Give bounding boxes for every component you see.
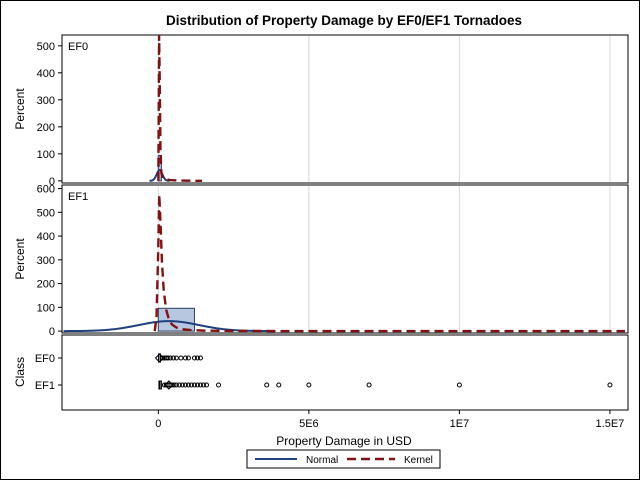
box-panel-y-axis: EF0 EF1 bbox=[35, 353, 62, 392]
outlier-EF0-9 bbox=[182, 355, 188, 361]
outlier-EF1-14 bbox=[197, 382, 203, 388]
y-tick-label-ef0-3: 300 bbox=[37, 95, 55, 107]
x-tick-label-0: 0 bbox=[155, 418, 161, 430]
outlier-EF0-8 bbox=[178, 355, 184, 361]
x-axis-title: Property Damage in USD bbox=[276, 434, 412, 448]
outlier-EF1-9 bbox=[182, 382, 188, 388]
x-axis: 0 5E6 1E7 1.5E7 bbox=[155, 410, 624, 430]
chart-title: Distribution of Property Damage by EF0/E… bbox=[166, 13, 522, 28]
outlier-EF1-13 bbox=[194, 382, 200, 388]
outlier-EF1-5 bbox=[171, 382, 177, 388]
outlier-EF1-12 bbox=[191, 382, 197, 388]
outlier-EF1-21 bbox=[366, 382, 372, 388]
legend: Normal Kernel bbox=[246, 449, 441, 469]
outlier-EF1-22 bbox=[456, 382, 462, 388]
outlier-EF1-4 bbox=[169, 382, 175, 388]
mean-marker-EF0 bbox=[154, 353, 165, 363]
x-tick-label-1: 5E6 bbox=[299, 418, 319, 430]
outlier-EF0-12 bbox=[194, 355, 200, 361]
y-tick-label-ef1-2: 200 bbox=[37, 279, 55, 291]
box-panel-ylabel: Class bbox=[13, 357, 27, 387]
y-tick-label-ef0-5: 500 bbox=[37, 41, 55, 53]
x-tick-label-3: 1.5E7 bbox=[596, 418, 625, 430]
y-tick-label-ef0-2: 200 bbox=[37, 122, 55, 134]
outlier-EF1-19 bbox=[276, 382, 282, 388]
outlier-EF1-15 bbox=[201, 382, 206, 388]
panel-ef0-ylabel: Percent bbox=[13, 88, 27, 130]
outlier-EF0-6 bbox=[170, 355, 176, 361]
outlier-EF1-10 bbox=[185, 382, 191, 388]
panel-ef1-ylabel: Percent bbox=[13, 238, 27, 280]
panel-ef0-y-axis: 0 100 200 300 400 500 bbox=[37, 41, 62, 188]
panel-ef0-frame bbox=[61, 34, 629, 184]
panel-ef0-label: EF0 bbox=[68, 41, 88, 53]
outlier-EF1-6 bbox=[173, 382, 179, 388]
y-tick-label-ef0-4: 400 bbox=[37, 68, 55, 80]
mean-marker-EF1 bbox=[164, 380, 174, 390]
y-tick-label-ef0-1: 100 bbox=[37, 149, 55, 161]
outlier-EF0-10 bbox=[185, 355, 191, 361]
outlier-EF1-16 bbox=[204, 382, 210, 388]
y-tick-label-ef1-0: 0 bbox=[49, 326, 55, 338]
legend-kernel-label: Kernel bbox=[404, 455, 433, 466]
outlier-EF0-4 bbox=[165, 355, 171, 361]
outlier-EF1-23 bbox=[607, 382, 613, 388]
normal-curve-ef0 bbox=[149, 169, 170, 182]
class-tick-label-EF1: EF1 bbox=[35, 380, 55, 392]
y-tick-label-ef1-5: 500 bbox=[37, 207, 55, 219]
outlier-EF0-13 bbox=[197, 355, 203, 361]
class-tick-label-EF0: EF0 bbox=[35, 353, 55, 365]
y-tick-label-ef1-6: 600 bbox=[37, 184, 55, 196]
panel-ef1-frame bbox=[61, 184, 629, 334]
x-tick-label-2: 1E7 bbox=[450, 418, 470, 430]
box-panel-frame bbox=[61, 334, 629, 411]
outlier-EF1-17 bbox=[216, 382, 222, 388]
panel-ef1-label: EF1 bbox=[68, 191, 88, 203]
outlier-EF1-8 bbox=[179, 382, 185, 388]
y-tick-label-ef0-0: 0 bbox=[49, 176, 55, 188]
y-tick-label-ef1-1: 100 bbox=[37, 302, 55, 314]
box-plot bbox=[154, 353, 613, 390]
outlier-EF0-11 bbox=[191, 355, 197, 361]
y-tick-label-ef1-4: 400 bbox=[37, 231, 55, 243]
legend-frame bbox=[246, 449, 441, 469]
panel-ef1-y-axis: 0 100 200 300 400 500 600 bbox=[37, 184, 62, 338]
outlier-EF1-20 bbox=[306, 382, 312, 388]
y-tick-label-ef1-3: 300 bbox=[37, 255, 55, 267]
kernel-curve-ef0 bbox=[157, 34, 203, 183]
outlier-EF0-5 bbox=[167, 355, 173, 361]
kernel-curve-ef1 bbox=[153, 194, 625, 333]
legend-normal-label: Normal bbox=[306, 455, 338, 466]
panel-ef0-curves bbox=[149, 34, 203, 183]
panel-ef1-curves bbox=[63, 194, 625, 333]
outlier-EF1-7 bbox=[176, 382, 182, 388]
outlier-EF1-11 bbox=[188, 382, 194, 388]
outlier-EF0-7 bbox=[173, 355, 179, 361]
outlier-EF1-18 bbox=[264, 382, 270, 388]
